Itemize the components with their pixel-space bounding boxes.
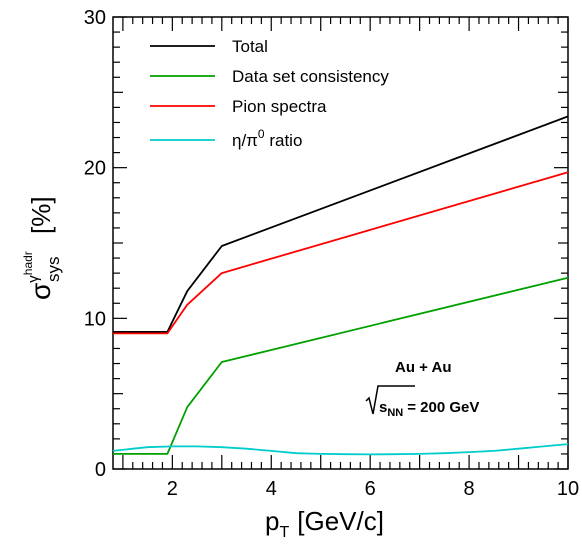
x-axis-units: [GeV/c]: [297, 506, 384, 536]
tick-labels: 2 4 6 8 10 0 10 20 30: [84, 7, 579, 500]
sqrt-symbol: [365, 385, 415, 415]
legend-label-data-set-consistency: Data set consistency: [232, 67, 389, 86]
series-line-0-ratio: [112, 443, 569, 456]
y-tick-label: 20: [84, 158, 106, 180]
collision-annotation: Au + Au sNN = 200 GeV: [365, 359, 479, 419]
legend-pi-superscript: 0: [258, 127, 265, 141]
legend: Total Data set consistency Pion spectra …: [150, 37, 389, 150]
legend-eta-pi: η/π: [232, 131, 258, 150]
x-tick-label: 8: [464, 478, 475, 500]
annotation-energy: sNN = 200 GeV: [379, 399, 479, 419]
y-axis-units: [%]: [26, 196, 56, 234]
x-tick-label: 2: [167, 478, 178, 500]
annotation-system: Au + Au: [395, 359, 452, 376]
series-line-data-set-consistency: [113, 276, 569, 455]
x-axis-p: p: [265, 506, 279, 536]
y-tick-label: 10: [84, 308, 106, 330]
legend-label-eta-pi0-ratio: η/π0 ratio: [232, 127, 302, 150]
x-tick-label: 4: [266, 478, 277, 500]
x-axis-subscript: T: [279, 524, 289, 541]
x-tick-label: 10: [557, 478, 579, 500]
x-tick-label: 6: [365, 478, 376, 500]
annotation-nn-subscript: NN: [387, 407, 403, 419]
legend-ratio-word: ratio: [265, 131, 303, 150]
svg-text:σγhadr: σγhadr: [21, 251, 56, 300]
axis-ticks: [113, 16, 569, 470]
y-axis-sigma: σ: [25, 283, 56, 300]
y-axis-hadr-superscript: hadr: [21, 251, 35, 275]
y-tick-label: 30: [84, 7, 106, 29]
legend-label-pion-spectra: Pion spectra: [232, 97, 327, 116]
x-axis-label: pT [GeV/c]: [265, 506, 384, 541]
annotation-energy-value: = 200 GeV: [407, 399, 479, 416]
annotation-s: s: [379, 399, 387, 416]
series-line-total: [113, 115, 569, 333]
y-axis-sys-subscript: sys: [44, 257, 63, 283]
y-tick-label: 0: [95, 459, 106, 481]
series-line-pion-spectra: [113, 171, 569, 335]
series-lines: [112, 115, 569, 456]
y-axis-label: σγhadr sys [%]: [21, 196, 63, 300]
legend-label-total: Total: [232, 37, 268, 56]
y-axis-gamma-superscript: γ: [25, 275, 42, 283]
